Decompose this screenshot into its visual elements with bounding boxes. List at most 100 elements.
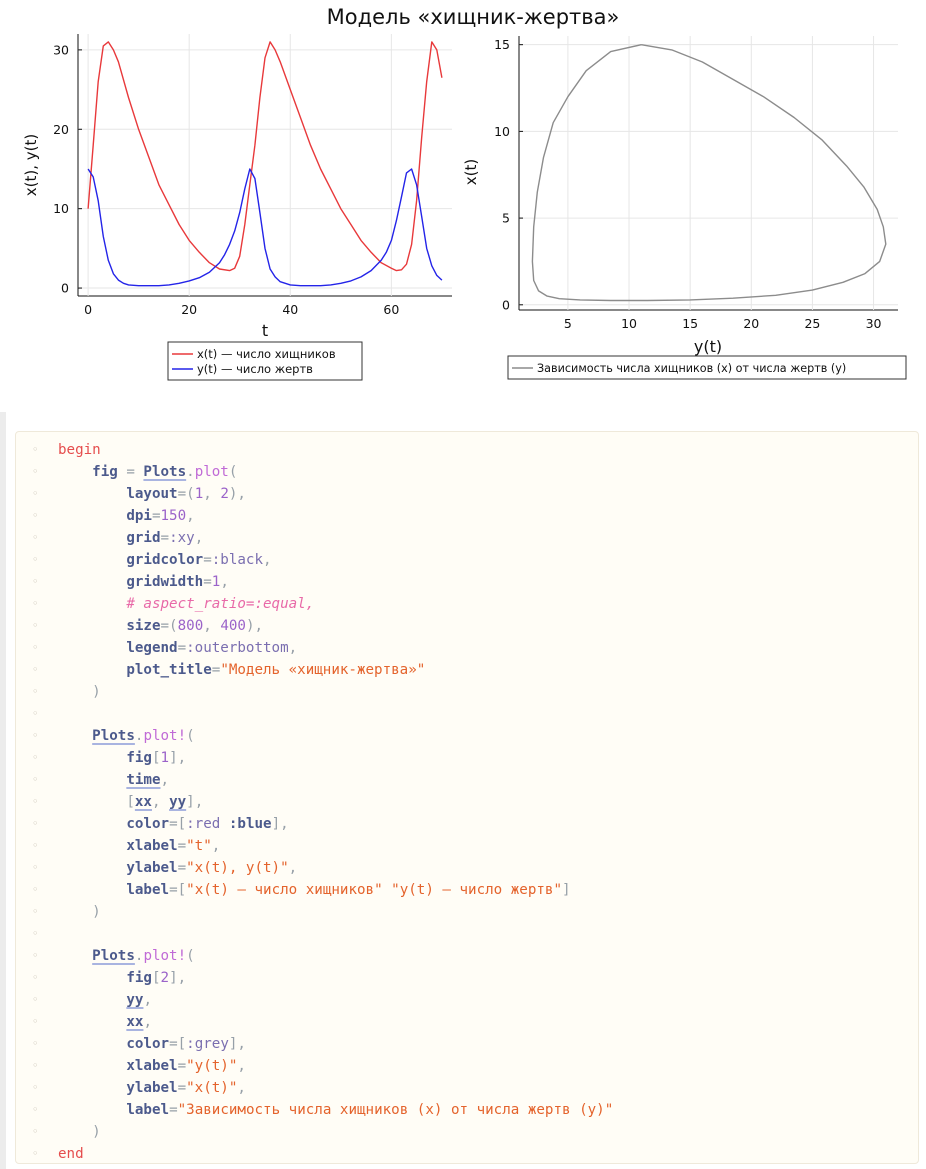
code-token: , — [237, 1080, 246, 1096]
line-gutter-dot: ◦ — [32, 597, 39, 610]
code-text: xlabel="t", — [58, 834, 220, 858]
code-text: Plots.plot!( — [58, 944, 195, 968]
code-token: xlabel — [126, 1058, 178, 1074]
series-line-1 — [87, 41, 443, 272]
code-token: "t" — [186, 838, 212, 854]
code-token — [58, 508, 126, 524]
y-tick-label: 5 — [502, 211, 510, 226]
code-token — [58, 750, 126, 766]
code-token: =[ — [169, 882, 187, 898]
y-tick-label: 30 — [53, 42, 69, 57]
line-gutter-dot: ◦ — [32, 971, 39, 984]
code-token — [58, 464, 92, 480]
left-ylabel: x(t), y(t) — [22, 134, 40, 196]
line-gutter-dot: ◦ — [32, 751, 39, 764]
line-gutter-dot: ◦ — [32, 839, 39, 852]
line-gutter-dot: ◦ — [32, 1147, 39, 1160]
right-legend — [507, 355, 907, 380]
code-text: dpi=150, — [58, 504, 195, 528]
code-token: plot! — [143, 728, 187, 744]
line-gutter-dot: ◦ — [32, 443, 39, 456]
code-token: layout — [126, 486, 178, 502]
code-token: xx — [126, 1014, 144, 1030]
code-token: , — [288, 640, 298, 656]
code-token: = — [177, 1080, 187, 1096]
code-token: = — [203, 574, 212, 590]
code-token: plot — [194, 464, 229, 480]
code-token: "x(t)" — [186, 1080, 238, 1096]
code-token: = — [177, 1058, 187, 1074]
code-token: , — [203, 618, 221, 634]
code-token: legend — [126, 640, 178, 656]
line-gutter-dot: ◦ — [32, 795, 39, 808]
code-token: fig — [126, 750, 152, 766]
left-xlabel: t — [262, 321, 268, 340]
code-token — [383, 882, 392, 898]
code-token: = — [160, 530, 170, 546]
code-token: "y(t) — число жертв" — [391, 882, 563, 898]
code-token: , — [143, 992, 152, 1008]
code-token: 2 — [160, 970, 170, 986]
left-x-ticks: 0 20 40 60 — [84, 302, 399, 317]
code-text: fig = Plots.plot( — [58, 460, 237, 484]
code-token: size — [126, 618, 161, 634]
x-tick-label: 15 — [682, 316, 698, 331]
code-token: ) — [58, 1124, 101, 1140]
code-token: 2 — [220, 486, 229, 502]
code-token: =[ — [169, 816, 187, 832]
code-text: ylabel="x(t), y(t)", — [58, 856, 297, 880]
code-text: color=[:red :blue], — [58, 812, 288, 836]
code-token: =( — [160, 618, 178, 634]
code-token: ylabel — [126, 860, 178, 876]
code-text: fig[1], — [58, 746, 186, 770]
code-token: 400 — [220, 618, 246, 634]
left-series-group — [87, 41, 443, 287]
code-token: # aspect_ratio=:equal, — [126, 596, 315, 612]
code-token: end — [58, 1146, 84, 1162]
code-token: , — [194, 530, 204, 546]
code-token: = — [203, 552, 212, 568]
code-token: yy — [126, 992, 144, 1008]
line-gutter-dot: ◦ — [32, 465, 39, 478]
code-token: , — [186, 508, 195, 524]
right-series-group — [531, 44, 887, 302]
code-token: :blue — [228, 816, 272, 832]
code-token: Plots — [92, 948, 135, 964]
code-token: ] — [562, 882, 571, 898]
code-token: "x(t), y(t)" — [186, 860, 289, 876]
code-token — [58, 728, 92, 744]
code-text: grid=:xy, — [58, 526, 203, 550]
code-token: ], — [186, 794, 204, 810]
code-token: ( — [228, 464, 238, 480]
code-token: color — [126, 1036, 170, 1052]
code-token: ylabel — [126, 1080, 178, 1096]
plot-figure: Модель «хищник-жертва» 0 20 40 60 0 10 20 30 t… — [22, 5, 907, 381]
code-token: , — [160, 772, 170, 788]
code-token: = — [169, 1102, 178, 1118]
code-text: xlabel="y(t)", — [58, 1054, 246, 1078]
code-token — [58, 860, 126, 876]
code-token: begin — [58, 442, 101, 458]
x-tick-label: 20 — [743, 316, 759, 331]
code-token — [58, 816, 126, 832]
code-text: plot_title="Модель «хищник-жертва»" — [58, 658, 425, 682]
x-tick-label: 25 — [804, 316, 820, 331]
code-token: label — [126, 1102, 170, 1118]
line-gutter-dot: ◦ — [32, 949, 39, 962]
line-gutter-dot: ◦ — [32, 729, 39, 742]
code-token — [58, 486, 126, 502]
code-token — [58, 640, 126, 656]
code-token: ), — [228, 486, 246, 502]
code-token: , — [263, 552, 272, 568]
code-token: "Модель «хищник-жертва»" — [220, 662, 426, 678]
plot-output-cell: Модель «хищник-жертва» 0 20 40 60 0 10 20 30 t… — [0, 0, 926, 412]
code-token: ( — [186, 948, 195, 964]
code-token: :grey — [186, 1036, 229, 1052]
code-token: ], — [228, 1036, 246, 1052]
code-text: label=["x(t) — число хищников" "y(t) — ч… — [58, 878, 571, 902]
code-cell[interactable]: ◦ begin ◦ fig = Plots.plot(◦ layout=(1, 2)… — [15, 431, 919, 1164]
legend-label-x: x(t) — число хищников — [197, 347, 336, 361]
code-token — [58, 772, 126, 788]
code-text: Plots.plot!( — [58, 724, 195, 748]
right-subplot: 5 10 15 20 25 30 0 5 10 15 y(t) x(t) Зависимость… — [462, 36, 907, 380]
